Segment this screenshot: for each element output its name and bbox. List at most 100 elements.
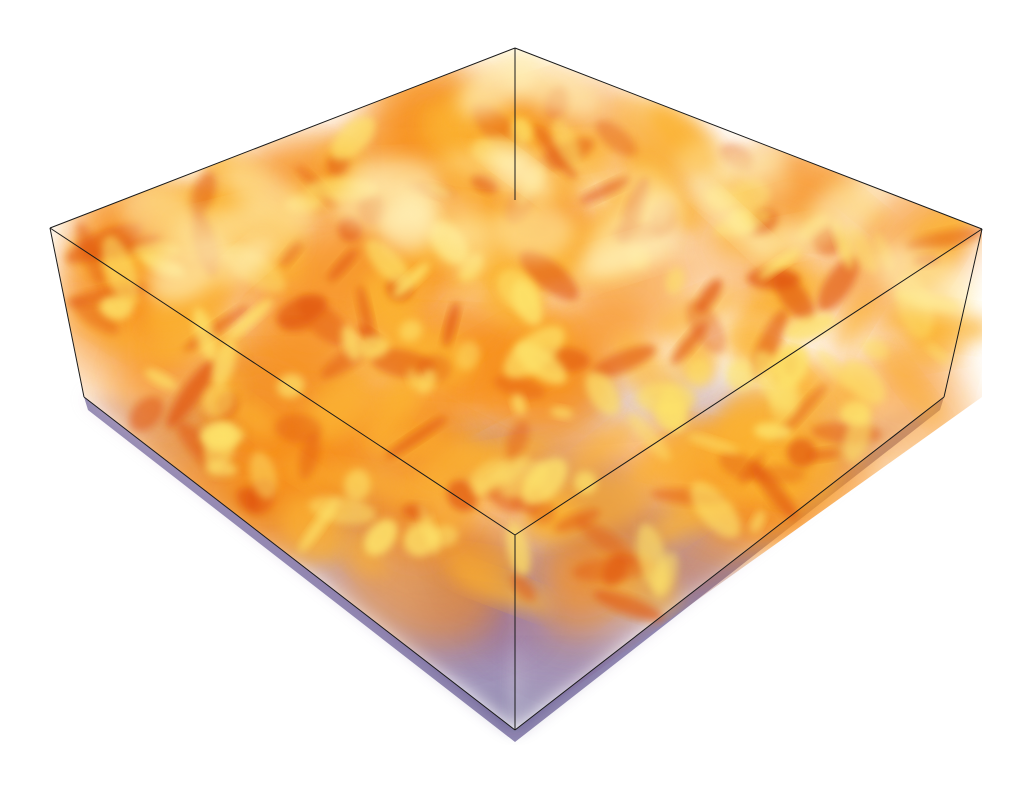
- bounding-box-outline: [49, 47, 983, 731]
- flame-blob: [568, 420, 636, 476]
- flame-blob: [692, 182, 777, 262]
- box-edge-top-front-right: [514, 228, 983, 536]
- flame-blob: [835, 293, 875, 351]
- flame-blob: [875, 244, 977, 319]
- flame-blob: [493, 374, 545, 400]
- flame-blob: [364, 519, 398, 556]
- flame-blob: [769, 377, 801, 423]
- flame-blob: [189, 171, 217, 218]
- flame-blob: [129, 396, 164, 432]
- flame-blob: [671, 321, 708, 365]
- flame-blob: [718, 451, 763, 482]
- box-edge-top-front-left: [49, 227, 516, 536]
- flame-blob: [725, 359, 757, 391]
- box-edge-bottom-right: [514, 396, 945, 731]
- flame-blob: [572, 556, 654, 582]
- flame-blob: [298, 432, 321, 480]
- flame-blob: [875, 340, 942, 425]
- flame-blob: [399, 320, 423, 342]
- flame-blob: [280, 241, 302, 267]
- flame-blob: [551, 119, 581, 169]
- flame-blob: [102, 235, 139, 308]
- flame-blob: [925, 343, 950, 364]
- flame-blob: [842, 359, 886, 404]
- flame-blob: [784, 313, 837, 341]
- flame-blob: [357, 284, 375, 348]
- flame-blob: [381, 381, 423, 418]
- flame-blob: [676, 140, 738, 190]
- flame-blob: [817, 256, 859, 312]
- flame-blob: [774, 342, 809, 387]
- flame-blob: [584, 193, 681, 273]
- flame-blob: [843, 413, 872, 463]
- flame-blob: [636, 382, 696, 415]
- flame-blob: [773, 272, 815, 322]
- flame-blob: [840, 401, 871, 426]
- flame-blob: [393, 262, 430, 298]
- flame-blob: [416, 368, 437, 394]
- flame-blob: [446, 479, 478, 512]
- flame-blob: [506, 421, 530, 459]
- flame-blob: [653, 551, 679, 599]
- flame-blob: [144, 368, 178, 390]
- flame-blob: [281, 318, 311, 333]
- flame-blob: [758, 248, 801, 279]
- flame-blob: [510, 574, 536, 602]
- flame-volume: [50, 48, 982, 694]
- flame-blob: [593, 590, 664, 621]
- flame-blob: [344, 469, 371, 501]
- flame-blob: [695, 278, 723, 313]
- flame-blob: [860, 337, 889, 360]
- flame-blob: [746, 159, 793, 197]
- flame-blob: [406, 368, 421, 389]
- flame-blob: [686, 357, 711, 386]
- flame-blob: [844, 224, 879, 273]
- flame-blob: [753, 422, 793, 441]
- flame-blob: [327, 248, 358, 282]
- flame-blob: [227, 298, 273, 341]
- flame-blob: [330, 116, 375, 161]
- flame-blob: [687, 434, 740, 454]
- flame-blob: [379, 199, 435, 255]
- flame-blob: [443, 301, 459, 348]
- box-edge-left-vertical: [49, 227, 85, 398]
- flame-blob: [219, 238, 274, 288]
- flame-blob: [357, 335, 389, 360]
- flame-blob: [816, 348, 852, 388]
- flame-blob: [755, 222, 827, 256]
- flame-blob: [229, 397, 277, 438]
- flame-blob: [628, 413, 671, 461]
- flame-blob: [511, 280, 543, 326]
- flame-blob: [520, 250, 579, 301]
- flame-blob: [222, 162, 318, 230]
- flame-blob: [573, 471, 598, 495]
- flame-blob: [192, 307, 217, 361]
- flame-blob: [786, 438, 817, 468]
- flame-blob: [579, 177, 632, 204]
- flame-blob: [905, 227, 982, 251]
- flame-blob: [449, 566, 553, 612]
- flame-blob: [473, 455, 530, 496]
- flame-blob: [202, 384, 235, 418]
- box-edge-bottom-left: [83, 396, 516, 731]
- flame-blob: [521, 457, 568, 505]
- flame-blob: [418, 434, 477, 483]
- flame-blob: [456, 341, 480, 371]
- flame-blob: [212, 339, 236, 388]
- flame-blob: [533, 124, 577, 180]
- flame-blob: [341, 325, 361, 362]
- flame-blob: [418, 503, 440, 556]
- flame-blob: [507, 63, 602, 119]
- flame-blob: [441, 549, 530, 577]
- flame-blob: [554, 508, 601, 532]
- flame-blob: [166, 359, 216, 428]
- flame-blob: [276, 373, 305, 399]
- flame-blob: [511, 393, 526, 415]
- flame-blob: [71, 298, 119, 335]
- flame-blob: [550, 406, 574, 419]
- flame-blob: [304, 385, 387, 439]
- flame-blob: [147, 234, 230, 303]
- flame-blob: [490, 201, 575, 261]
- flame-blob: [492, 148, 548, 203]
